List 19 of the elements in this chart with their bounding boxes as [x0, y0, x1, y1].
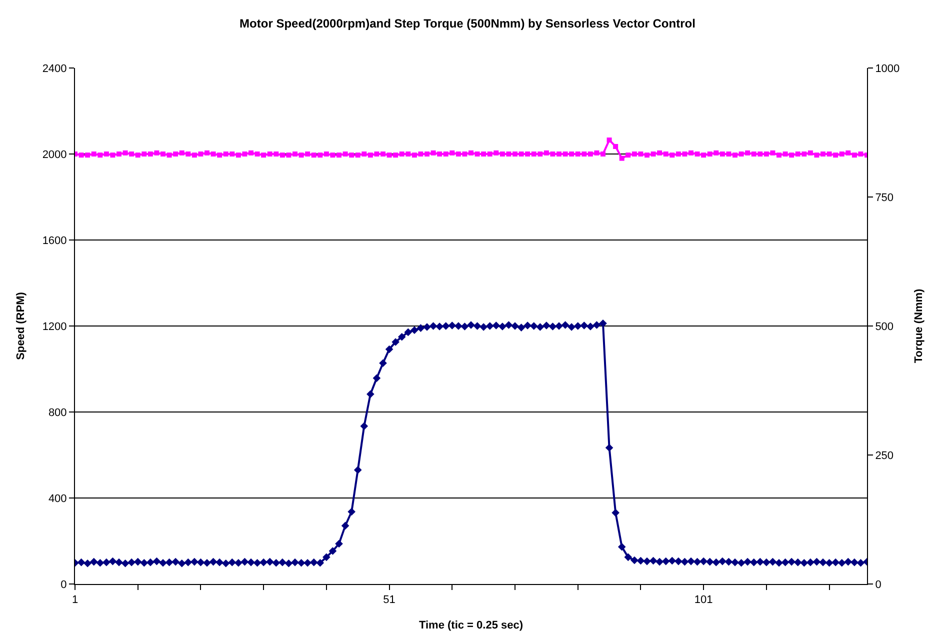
- x-tick-label: 51: [383, 594, 396, 606]
- x-tick-label: 1: [72, 594, 78, 606]
- y-tick-label: 2000: [42, 148, 67, 161]
- y2-tick-label: 1000: [875, 62, 900, 75]
- y2-tick-label: 0: [875, 578, 882, 591]
- x-tick-label: 101: [694, 594, 713, 606]
- x-axis-title: Time (tic = 0.25 sec): [418, 619, 524, 632]
- y2-tick-label: 250: [875, 450, 894, 462]
- y-tick-label: 2400: [42, 62, 67, 75]
- y-tick-label: 1200: [42, 320, 67, 333]
- y-tick-label: 800: [48, 406, 67, 419]
- chart-title: Motor Speed(2000rpm)and Step Torque (500Nmm) by Sensorless Vector Control: [240, 16, 696, 31]
- y-tick-label: 1600: [42, 234, 67, 247]
- y2-tick-label: 500: [875, 320, 894, 333]
- y2-tick-label: 750: [875, 192, 894, 204]
- y-tick-label: 0: [60, 578, 67, 591]
- y-axis-title: Speed (RPM): [14, 292, 27, 360]
- y-tick-label: 400: [48, 492, 67, 505]
- y2-axis-title: Torque (Nmm): [912, 288, 925, 364]
